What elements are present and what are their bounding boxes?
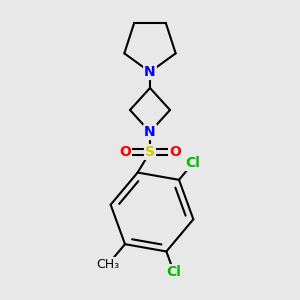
Text: O: O <box>169 145 181 159</box>
Text: Cl: Cl <box>167 265 181 279</box>
Text: CH₃: CH₃ <box>97 258 120 271</box>
Text: O: O <box>119 145 131 159</box>
Text: N: N <box>144 125 156 139</box>
Text: N: N <box>144 65 156 79</box>
Text: S: S <box>145 145 155 159</box>
Text: Cl: Cl <box>186 156 201 170</box>
